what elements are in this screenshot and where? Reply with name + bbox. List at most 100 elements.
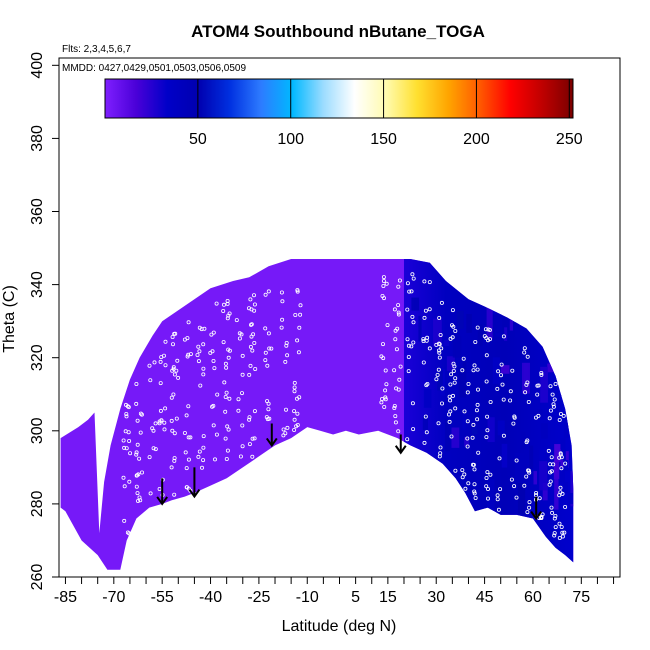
sample-point bbox=[473, 495, 478, 500]
sample-point bbox=[553, 514, 558, 519]
sample-point bbox=[396, 387, 401, 392]
field-patch bbox=[493, 375, 501, 397]
sample-point bbox=[263, 358, 268, 363]
sample-point bbox=[292, 427, 297, 432]
sample-point bbox=[424, 338, 429, 343]
sample-point bbox=[201, 366, 206, 371]
sample-point bbox=[483, 327, 488, 332]
sample-point bbox=[559, 455, 564, 460]
sample-point bbox=[134, 484, 139, 489]
sample-point bbox=[436, 421, 441, 426]
sample-point bbox=[238, 454, 243, 459]
sample-point bbox=[170, 342, 175, 347]
sample-point bbox=[524, 440, 529, 445]
sample-point bbox=[450, 308, 455, 313]
sample-point bbox=[292, 385, 297, 390]
sample-point bbox=[485, 338, 490, 343]
sample-point bbox=[184, 485, 189, 490]
sample-point bbox=[249, 322, 254, 327]
field-patch bbox=[529, 445, 534, 470]
y-tick-label: 280 bbox=[29, 490, 46, 517]
field-patch bbox=[495, 330, 503, 337]
sample-point bbox=[183, 450, 188, 455]
sample-point bbox=[475, 387, 480, 392]
sample-point bbox=[126, 430, 131, 435]
sample-point bbox=[292, 409, 297, 414]
sample-point bbox=[427, 346, 432, 351]
sample-point bbox=[196, 359, 201, 364]
field-patch bbox=[445, 419, 451, 452]
field-patch bbox=[451, 427, 460, 448]
sample-point bbox=[411, 320, 416, 325]
x-tick-label: -25 bbox=[247, 589, 270, 606]
sample-point bbox=[169, 418, 174, 423]
sample-point bbox=[475, 417, 480, 422]
sample-point bbox=[285, 425, 290, 430]
sample-point bbox=[508, 398, 513, 403]
sample-point bbox=[224, 365, 229, 370]
sample-point bbox=[551, 462, 556, 467]
sample-point bbox=[252, 308, 257, 313]
field-edge-block bbox=[556, 394, 562, 406]
field-patch bbox=[443, 474, 452, 507]
sample-point bbox=[392, 403, 397, 408]
sample-point bbox=[551, 404, 556, 409]
sample-point bbox=[500, 382, 505, 387]
field-patch bbox=[507, 518, 515, 537]
sample-point bbox=[197, 349, 202, 354]
sample-point bbox=[240, 444, 245, 449]
field-edge-block bbox=[567, 492, 573, 504]
sample-point bbox=[227, 348, 232, 353]
sample-point bbox=[210, 404, 215, 409]
sample-point bbox=[498, 487, 503, 492]
field-patch bbox=[554, 444, 561, 462]
sample-point bbox=[550, 392, 555, 397]
sample-point bbox=[385, 323, 390, 328]
sample-point bbox=[186, 457, 191, 462]
sample-point bbox=[438, 332, 443, 337]
sample-point bbox=[557, 521, 562, 526]
sample-point bbox=[383, 368, 388, 373]
sample-point bbox=[559, 525, 564, 530]
sample-point bbox=[384, 382, 389, 387]
sample-point bbox=[124, 411, 129, 416]
sample-point bbox=[195, 352, 200, 357]
sample-point bbox=[122, 484, 127, 489]
sample-point bbox=[158, 359, 163, 364]
sample-point bbox=[472, 489, 477, 494]
sample-point bbox=[495, 497, 500, 502]
sample-point bbox=[263, 350, 268, 355]
sample-point bbox=[472, 467, 477, 472]
sample-point bbox=[508, 389, 513, 394]
sample-point bbox=[225, 448, 230, 453]
sample-point bbox=[248, 344, 253, 349]
field-patch bbox=[458, 361, 467, 398]
sample-point bbox=[252, 340, 257, 345]
sample-point bbox=[527, 505, 532, 510]
sample-point bbox=[237, 336, 242, 341]
sample-point bbox=[410, 272, 415, 277]
field-patch bbox=[540, 366, 548, 403]
sample-point bbox=[393, 420, 398, 425]
sample-point bbox=[124, 446, 129, 451]
sample-point bbox=[484, 379, 489, 384]
sample-point bbox=[248, 363, 253, 368]
sample-point bbox=[410, 401, 415, 406]
sample-point bbox=[237, 331, 242, 336]
sample-point bbox=[498, 373, 503, 378]
sample-point bbox=[251, 293, 256, 298]
sample-point bbox=[453, 328, 458, 333]
sample-point bbox=[265, 363, 270, 368]
sample-point bbox=[524, 382, 529, 387]
sample-point bbox=[201, 372, 206, 377]
sample-point bbox=[393, 337, 398, 342]
arrow-head bbox=[156, 496, 168, 506]
sample-point bbox=[452, 380, 457, 385]
sample-point bbox=[295, 338, 300, 343]
x-tick-label: 75 bbox=[572, 589, 590, 606]
field-patch bbox=[504, 327, 508, 341]
field-edge-block bbox=[566, 361, 572, 373]
field-patch bbox=[443, 339, 450, 347]
sample-point bbox=[495, 386, 500, 391]
sample-point bbox=[185, 354, 190, 359]
